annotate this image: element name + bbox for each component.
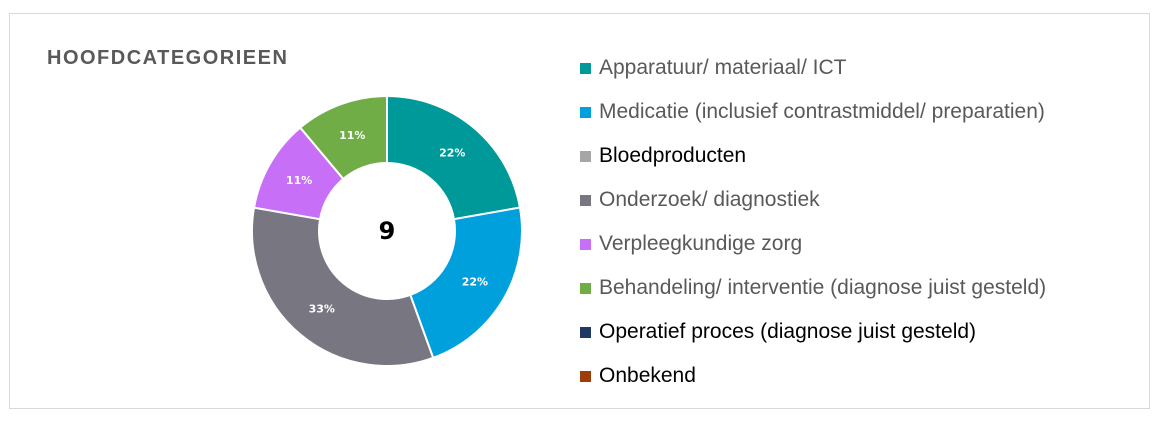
- legend-label: Medicatie (inclusief contrastmiddel/ pre…: [599, 100, 1045, 123]
- legend-label: Apparatuur/ materiaal/ ICT: [599, 56, 847, 79]
- legend-swatch: [580, 326, 591, 338]
- slice-data-label-4: 11%: [286, 174, 312, 187]
- donut-slice-1: [408, 206, 523, 360]
- chart-frame: [9, 13, 1150, 409]
- chart-title: HOOFDCATEGORIEEN: [47, 47, 289, 69]
- legend-label: Bloedproducten: [599, 144, 747, 167]
- legend-swatch: [580, 106, 591, 118]
- slice-data-label-1: 22%: [462, 275, 488, 288]
- legend-swatch: [580, 194, 591, 206]
- legend-item-0: Apparatuur/ materiaal/ ICT: [580, 46, 1046, 90]
- legend-item-5: Behandeling/ interventie (diagnose juist…: [580, 266, 1046, 310]
- slice-data-label-0: 22%: [439, 147, 465, 160]
- legend-item-6: Operatief proces (diagnose juist gesteld…: [580, 310, 1046, 354]
- legend-swatch: [580, 282, 591, 294]
- legend-swatch: [580, 150, 591, 162]
- donut-slice-3: [251, 206, 435, 367]
- legend-label: Onbekend: [599, 364, 696, 387]
- donut-center-total: 9: [379, 217, 396, 245]
- legend-label: Operatief proces (diagnose juist gesteld…: [599, 320, 977, 343]
- legend-item-4: Verpleegkundige zorg: [580, 222, 1046, 266]
- legend-item-1: Medicatie (inclusief contrastmiddel/ pre…: [580, 90, 1046, 134]
- slice-data-label-3: 33%: [309, 302, 335, 315]
- legend-label: Behandeling/ interventie (diagnose juist…: [599, 276, 1047, 299]
- slice-data-label-5: 11%: [339, 129, 365, 142]
- legend-item-3: Onderzoek/ diagnostiek: [580, 178, 1046, 222]
- legend-swatch: [580, 62, 591, 74]
- legend-label: Onderzoek/ diagnostiek: [599, 188, 820, 211]
- donut-slice-0: [386, 94, 522, 221]
- donut-slice-5: [298, 94, 388, 181]
- chart-legend: Apparatuur/ materiaal/ ICT Medicatie (inc…: [580, 46, 1046, 398]
- legend-item-2: Bloedproducten: [580, 134, 1046, 178]
- legend-label: Verpleegkundige zorg: [599, 232, 803, 255]
- legend-swatch: [580, 370, 591, 382]
- legend-item-7: Onbekend: [580, 354, 1046, 398]
- legend-swatch: [580, 238, 591, 250]
